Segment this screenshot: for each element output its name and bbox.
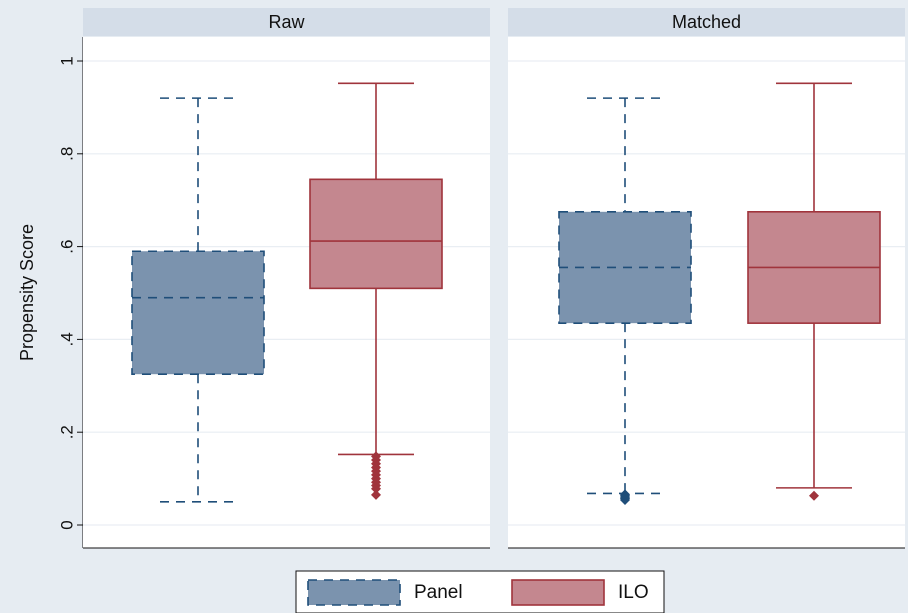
y-tick-label-0: 0 bbox=[57, 520, 76, 529]
panel-strip bbox=[83, 8, 490, 36]
y-tick-label-5: 1 bbox=[57, 56, 76, 65]
box-ilo bbox=[309, 82, 443, 500]
panel-strip bbox=[508, 8, 905, 36]
y-axis-title: Propensity Score bbox=[17, 224, 37, 361]
legend-key-panel bbox=[307, 579, 401, 606]
y-tick-label-1: .2 bbox=[57, 425, 76, 439]
y-tick-label-4: .8 bbox=[57, 147, 76, 161]
legend-key-ilo bbox=[511, 579, 605, 606]
panel-raw: Raw bbox=[83, 8, 490, 549]
legend-label-panel: Panel bbox=[414, 582, 463, 603]
panel-title: Raw bbox=[268, 12, 305, 32]
outlier-point bbox=[371, 489, 381, 500]
legend-label-ilo: ILO bbox=[618, 582, 649, 603]
y-tick-label-3: .6 bbox=[57, 240, 76, 254]
iqr-box bbox=[131, 250, 265, 376]
iqr-box bbox=[309, 178, 443, 290]
legend: Panel ILO bbox=[295, 570, 665, 613]
plot-panels: Raw Matched bbox=[83, 8, 905, 549]
outlier-point bbox=[620, 494, 630, 505]
box-panel bbox=[131, 97, 265, 503]
panel-matched: Matched bbox=[508, 8, 905, 549]
box-ilo bbox=[747, 82, 881, 501]
outlier-point bbox=[809, 490, 819, 501]
outlier-point bbox=[371, 483, 381, 494]
box-panel bbox=[558, 97, 692, 505]
y-tick-label-2: .4 bbox=[57, 332, 76, 346]
y-axis: 0 .2 .4 .6 .8 1 Propensity Score bbox=[17, 37, 84, 548]
panel-title: Matched bbox=[672, 12, 741, 32]
